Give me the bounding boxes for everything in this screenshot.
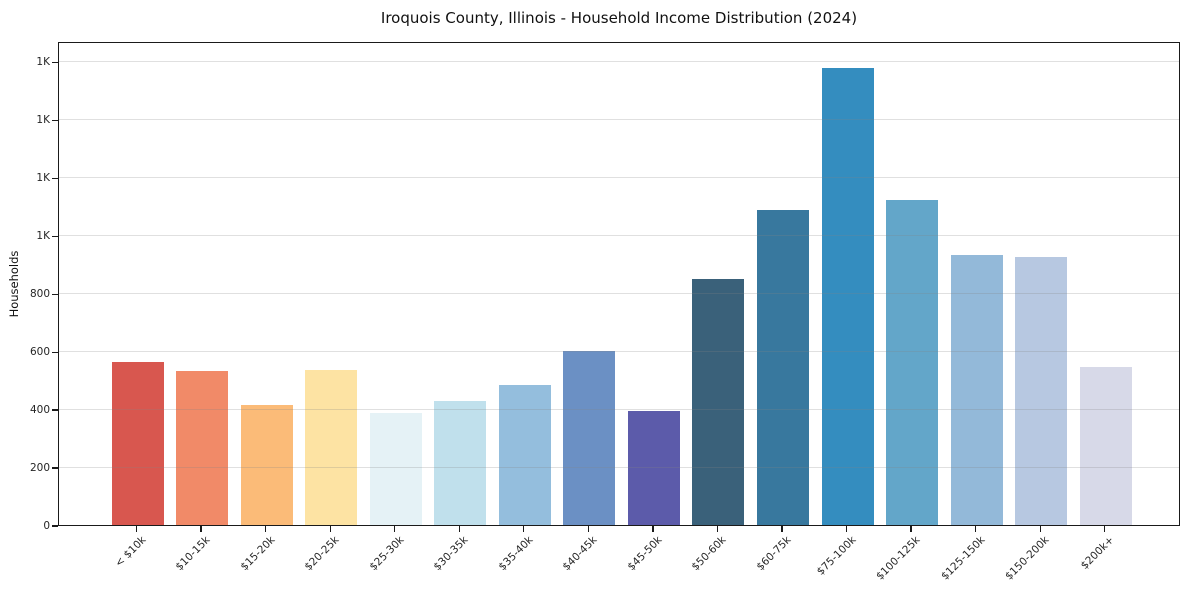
x-tick-label: $45-50k [625, 534, 665, 574]
y-tick-mark [52, 235, 58, 237]
bar [692, 278, 745, 525]
gridline [59, 350, 1179, 352]
y-tick-label: 1K [36, 55, 50, 68]
x-tick-label: $200k+ [1078, 534, 1117, 572]
bar [434, 401, 487, 525]
x-tick-label: $40-45k [560, 534, 600, 574]
x-tick-mark [394, 526, 396, 532]
y-tick-label: 0 [43, 519, 50, 532]
bar [950, 255, 1003, 525]
y-tick-mark [52, 293, 58, 295]
x-tick-mark [1039, 526, 1041, 532]
plot-area [58, 42, 1180, 526]
bar [498, 385, 551, 525]
x-tick-mark [716, 526, 719, 532]
y-tick-label: 600 [29, 345, 50, 358]
bar [821, 67, 874, 525]
gridline [59, 176, 1179, 178]
x-tick-label: $35-40k [496, 534, 536, 574]
y-tick-mark [52, 61, 58, 63]
bar [627, 410, 680, 525]
x-tick-mark [652, 526, 654, 532]
y-tick-mark [52, 525, 58, 527]
y-tick-mark [52, 467, 58, 469]
y-tick-mark [52, 119, 58, 121]
x-tick-mark [329, 526, 331, 532]
chart-title: Iroquois County, Illinois - Household In… [380, 9, 858, 27]
gridline [59, 118, 1179, 120]
x-tick-mark [587, 526, 589, 532]
y-tick-label: 400 [29, 403, 50, 416]
x-tick-mark [910, 526, 912, 532]
y-tick-label: 1K [36, 171, 50, 184]
gridline [59, 292, 1179, 294]
bar [111, 362, 164, 525]
y-tick-mark [52, 177, 58, 179]
x-tick-mark [458, 526, 460, 532]
gridline [59, 234, 1179, 236]
x-tick-mark [200, 526, 202, 532]
y-tick-mark [52, 351, 58, 353]
x-tick-mark [523, 526, 525, 532]
x-tick-label: < $10k [112, 534, 148, 570]
bar [886, 199, 939, 525]
x-tick-label: $50-60k [689, 534, 729, 574]
x-tick-mark [135, 526, 138, 532]
x-tick-mark [1104, 526, 1106, 532]
bar [1015, 256, 1068, 525]
y-axis-label: Households [7, 250, 21, 318]
bar [1079, 367, 1132, 525]
x-tick-label: $25-30k [367, 534, 407, 574]
gridline [59, 408, 1179, 410]
y-tick-label: 1K [36, 229, 50, 242]
bar [757, 209, 809, 525]
x-tick-mark [845, 526, 848, 532]
bar [305, 370, 358, 525]
bar [369, 412, 422, 525]
gridline [59, 466, 1179, 468]
x-tick-mark [975, 526, 977, 532]
x-tick-mark [264, 526, 267, 532]
bar [563, 351, 616, 525]
gridline [59, 60, 1179, 62]
bar [240, 405, 293, 525]
bar [176, 371, 229, 525]
y-tick-label: 1K [36, 113, 50, 126]
y-tick-label: 200 [29, 461, 50, 474]
x-tick-label: $125-150k [938, 534, 988, 583]
y-tick-mark [52, 409, 58, 411]
x-tick-label: $75-100k [814, 534, 859, 578]
x-tick-label: $15-20k [237, 534, 278, 574]
y-tick-label: 800 [29, 287, 50, 300]
x-tick-mark [781, 526, 783, 532]
